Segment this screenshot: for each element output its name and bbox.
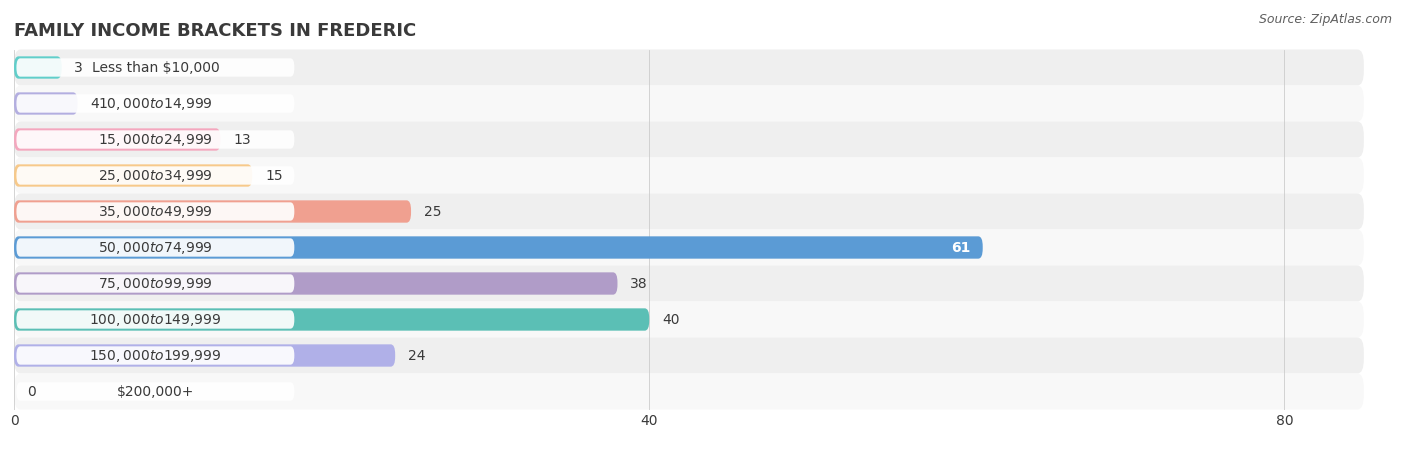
Text: $50,000 to $74,999: $50,000 to $74,999 — [98, 239, 212, 256]
FancyBboxPatch shape — [17, 238, 294, 256]
FancyBboxPatch shape — [17, 130, 294, 148]
FancyBboxPatch shape — [14, 374, 1364, 410]
FancyBboxPatch shape — [14, 230, 1364, 266]
FancyBboxPatch shape — [14, 164, 252, 187]
Text: 24: 24 — [408, 348, 426, 363]
Text: $15,000 to $24,999: $15,000 to $24,999 — [98, 131, 212, 148]
FancyBboxPatch shape — [14, 272, 617, 295]
FancyBboxPatch shape — [14, 128, 221, 151]
FancyBboxPatch shape — [17, 274, 294, 292]
Text: 15: 15 — [264, 168, 283, 183]
FancyBboxPatch shape — [14, 194, 1364, 230]
FancyBboxPatch shape — [14, 236, 983, 259]
FancyBboxPatch shape — [14, 308, 650, 331]
FancyBboxPatch shape — [17, 346, 294, 364]
Text: 38: 38 — [630, 276, 648, 291]
Text: $75,000 to $99,999: $75,000 to $99,999 — [98, 275, 212, 292]
Text: 25: 25 — [423, 204, 441, 219]
FancyBboxPatch shape — [17, 58, 294, 76]
FancyBboxPatch shape — [14, 56, 62, 79]
FancyBboxPatch shape — [14, 50, 1364, 86]
FancyBboxPatch shape — [14, 122, 1364, 158]
Text: $35,000 to $49,999: $35,000 to $49,999 — [98, 203, 212, 220]
Text: Source: ZipAtlas.com: Source: ZipAtlas.com — [1258, 14, 1392, 27]
Text: 40: 40 — [662, 312, 679, 327]
Text: 0: 0 — [27, 384, 35, 399]
FancyBboxPatch shape — [17, 166, 294, 184]
FancyBboxPatch shape — [14, 266, 1364, 302]
FancyBboxPatch shape — [17, 382, 294, 400]
Text: $25,000 to $34,999: $25,000 to $34,999 — [98, 167, 212, 184]
FancyBboxPatch shape — [14, 302, 1364, 338]
Text: 3: 3 — [75, 60, 83, 75]
Text: $200,000+: $200,000+ — [117, 384, 194, 399]
Text: 61: 61 — [950, 240, 970, 255]
FancyBboxPatch shape — [14, 200, 411, 223]
Text: 13: 13 — [233, 132, 250, 147]
FancyBboxPatch shape — [17, 94, 294, 112]
FancyBboxPatch shape — [14, 158, 1364, 194]
Text: $150,000 to $199,999: $150,000 to $199,999 — [89, 347, 222, 364]
Text: $100,000 to $149,999: $100,000 to $149,999 — [89, 311, 222, 328]
Text: 4: 4 — [90, 96, 98, 111]
FancyBboxPatch shape — [17, 310, 294, 328]
FancyBboxPatch shape — [14, 86, 1364, 122]
FancyBboxPatch shape — [14, 344, 395, 367]
Text: FAMILY INCOME BRACKETS IN FREDERIC: FAMILY INCOME BRACKETS IN FREDERIC — [14, 22, 416, 40]
FancyBboxPatch shape — [17, 202, 294, 220]
Text: $10,000 to $14,999: $10,000 to $14,999 — [98, 95, 212, 112]
Text: Less than $10,000: Less than $10,000 — [91, 60, 219, 75]
FancyBboxPatch shape — [14, 338, 1364, 374]
FancyBboxPatch shape — [14, 92, 77, 115]
